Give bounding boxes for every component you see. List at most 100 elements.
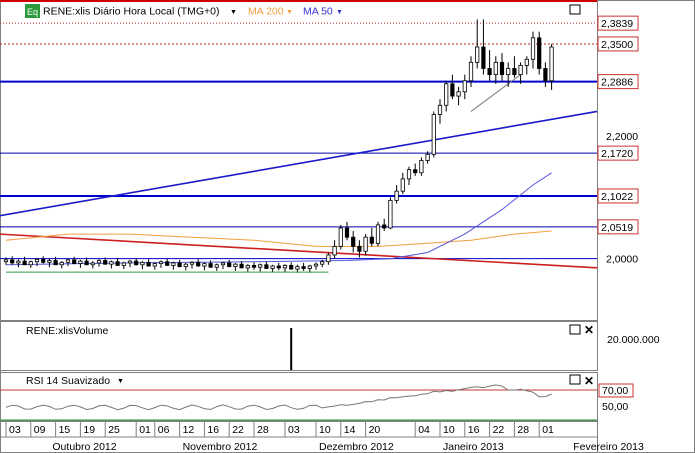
candle	[152, 262, 157, 270]
day-label: 16	[468, 424, 480, 436]
candle	[165, 258, 170, 267]
candle	[233, 262, 238, 271]
ma50-dropdown-icon[interactable]: ▼	[336, 9, 343, 16]
candle-body	[512, 68, 517, 76]
candle-body	[158, 261, 164, 264]
rsi-title[interactable]: RSI 14 Suavizado	[26, 375, 110, 387]
candle	[103, 257, 108, 265]
day-label: 22	[493, 424, 505, 436]
candle-body	[375, 224, 381, 244]
month-label: Novembro 2012	[183, 441, 258, 453]
candle-body	[276, 265, 281, 269]
day-label: 04	[418, 424, 430, 436]
candle-body	[475, 46, 480, 63]
candle-body	[506, 68, 511, 76]
candle-body	[96, 260, 102, 264]
symbol-label[interactable]: RENE:xlis Diário Hora Local (TMG+0)	[43, 6, 220, 18]
candle-body	[84, 260, 89, 266]
candle-body	[115, 261, 120, 266]
candle	[140, 261, 145, 270]
candle	[351, 231, 356, 253]
ma200-dropdown-icon[interactable]: ▼	[286, 9, 293, 16]
candle-body	[53, 260, 58, 266]
maximize-price-icon[interactable]	[569, 4, 581, 15]
candle	[357, 240, 362, 258]
time-axis: 03 09 15 19 25 01 06 12 16 22 28 03 10 14 20 04 10 16 22 28…	[0, 422, 644, 453]
maximize-volume-icon[interactable]	[569, 324, 581, 335]
close-rsi-icon[interactable]: ✕	[584, 374, 594, 388]
equity-badge[interactable]	[25, 4, 40, 18]
candle-body	[524, 58, 529, 66]
candle-body	[369, 236, 374, 244]
candle-body	[295, 266, 300, 270]
candle-body	[196, 261, 201, 267]
candle-body	[146, 261, 151, 267]
candle-body	[121, 262, 126, 266]
candle-body	[258, 264, 263, 268]
level-tag-label: 2,0519	[601, 222, 633, 234]
candle	[326, 252, 331, 265]
candle	[530, 31, 536, 69]
level-tag-label: 2,1720	[601, 148, 633, 160]
level-tag-label: 2,2886	[601, 77, 633, 89]
day-label: 25	[108, 424, 120, 436]
candle	[444, 80, 449, 112]
candle	[431, 111, 436, 158]
candle-body	[320, 261, 325, 265]
horizontal-levels: 2,3839 2,3500 2,2886 2,1720 2,1022 2,0519	[0, 0, 639, 260]
candle	[227, 259, 232, 268]
candle-body	[549, 46, 554, 82]
candle-body	[41, 258, 46, 263]
rsi-dropdown-icon[interactable]: ▼	[117, 378, 124, 385]
rsi-line	[0, 384, 597, 421]
candle-body	[245, 265, 250, 269]
day-label: 10	[443, 424, 455, 436]
candle-body	[103, 260, 108, 265]
candle	[394, 185, 399, 204]
candle-body	[431, 114, 436, 155]
candle-body	[28, 261, 33, 266]
candle	[493, 56, 498, 84]
candle-body	[220, 262, 226, 266]
candle	[158, 260, 164, 268]
level-tag-label: 2,3500	[601, 39, 633, 51]
level-tag	[597, 145, 639, 161]
close-volume-icon[interactable]: ✕	[584, 323, 594, 337]
trendlines	[0, 74, 598, 269]
candle	[196, 259, 201, 267]
candle-body	[400, 178, 405, 192]
level-tag	[597, 36, 639, 52]
candle-body	[456, 91, 461, 97]
candle	[462, 74, 467, 100]
ma50-label[interactable]: MA 50	[303, 6, 333, 18]
maximize-rsi-icon[interactable]	[569, 374, 581, 385]
candle	[3, 257, 9, 265]
candle	[369, 227, 374, 247]
candle-body	[530, 37, 536, 60]
candle	[282, 264, 288, 273]
candle-body	[59, 261, 64, 266]
month-label: Fevereiro 2013	[573, 441, 644, 453]
candle-body	[171, 262, 176, 266]
candle	[208, 260, 213, 268]
candle	[10, 256, 15, 265]
candle-body	[127, 260, 133, 264]
ma200-label[interactable]: MA 200	[248, 6, 284, 18]
candle	[388, 197, 393, 230]
candle	[543, 62, 548, 87]
candle	[289, 262, 294, 270]
candle	[499, 53, 505, 81]
level-tag-label: 2,1022	[601, 191, 633, 203]
day-label: 01	[139, 424, 151, 436]
candle	[47, 258, 52, 268]
candle-body	[16, 260, 21, 264]
candle-body	[388, 199, 393, 229]
level-tag	[597, 74, 639, 90]
candle-body	[3, 259, 9, 263]
candle-body	[413, 169, 418, 174]
candle-body	[10, 259, 15, 264]
candle-body	[487, 68, 492, 76]
symbol-dropdown-icon[interactable]: ▼	[230, 9, 237, 16]
candle	[96, 259, 102, 267]
